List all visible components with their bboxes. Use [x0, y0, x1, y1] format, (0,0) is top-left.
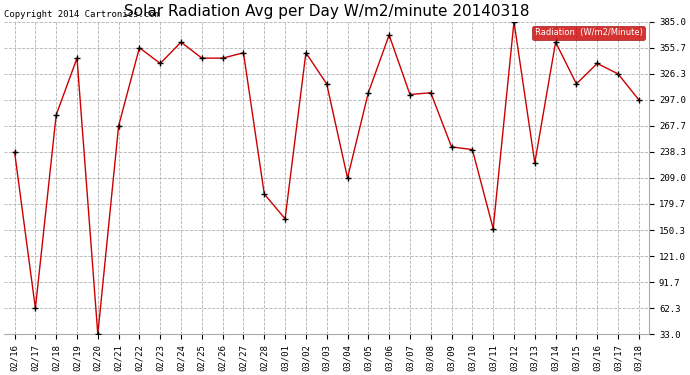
- Text: Copyright 2014 Cartronics.com: Copyright 2014 Cartronics.com: [4, 10, 160, 19]
- Title: Solar Radiation Avg per Day W/m2/minute 20140318: Solar Radiation Avg per Day W/m2/minute …: [124, 4, 529, 19]
- Legend: Radiation  (W/m2/Minute): Radiation (W/m2/Minute): [532, 26, 645, 40]
